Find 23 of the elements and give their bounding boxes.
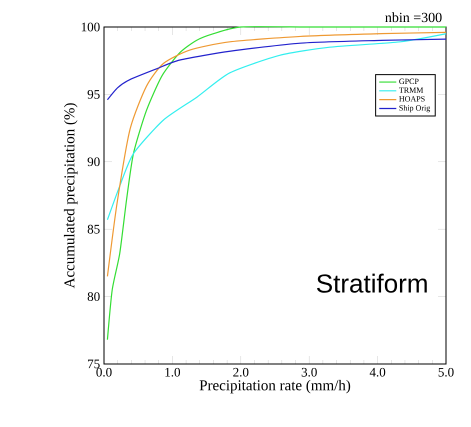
x-tick-label: 4.0 (370, 368, 386, 377)
y-tick-label: 100 (82, 22, 100, 32)
x-tick-label: 2.0 (233, 368, 248, 377)
x-tick-label: 5.0 (438, 368, 454, 377)
y-axis-title: Accumulated precipitation (%) (64, 103, 78, 288)
y-tick-label: 75 (88, 360, 100, 368)
x-axis-title: Precipitation rate (mm/h) (200, 380, 350, 394)
annotation: Stratiform (316, 274, 427, 293)
x-tick-label: 3.0 (302, 368, 317, 377)
legend-label: HOAPS (399, 96, 425, 102)
x-tick-label: 0.0 (96, 368, 112, 377)
line-series (106, 38, 447, 100)
x-tick-label: 1.0 (165, 368, 180, 377)
line-series (106, 26, 447, 340)
y-tick-label: 95 (88, 90, 100, 99)
text: nbin =300 (385, 12, 442, 22)
legend-label: TRMM (399, 87, 424, 93)
y-tick-label: 80 (88, 292, 100, 301)
legend-label: Ship Orig (399, 105, 430, 112)
y-tick-label: 85 (88, 224, 100, 234)
y-tick-label: 90 (88, 157, 100, 166)
line-series (106, 33, 447, 220)
legend-label: GPCP (399, 78, 419, 84)
